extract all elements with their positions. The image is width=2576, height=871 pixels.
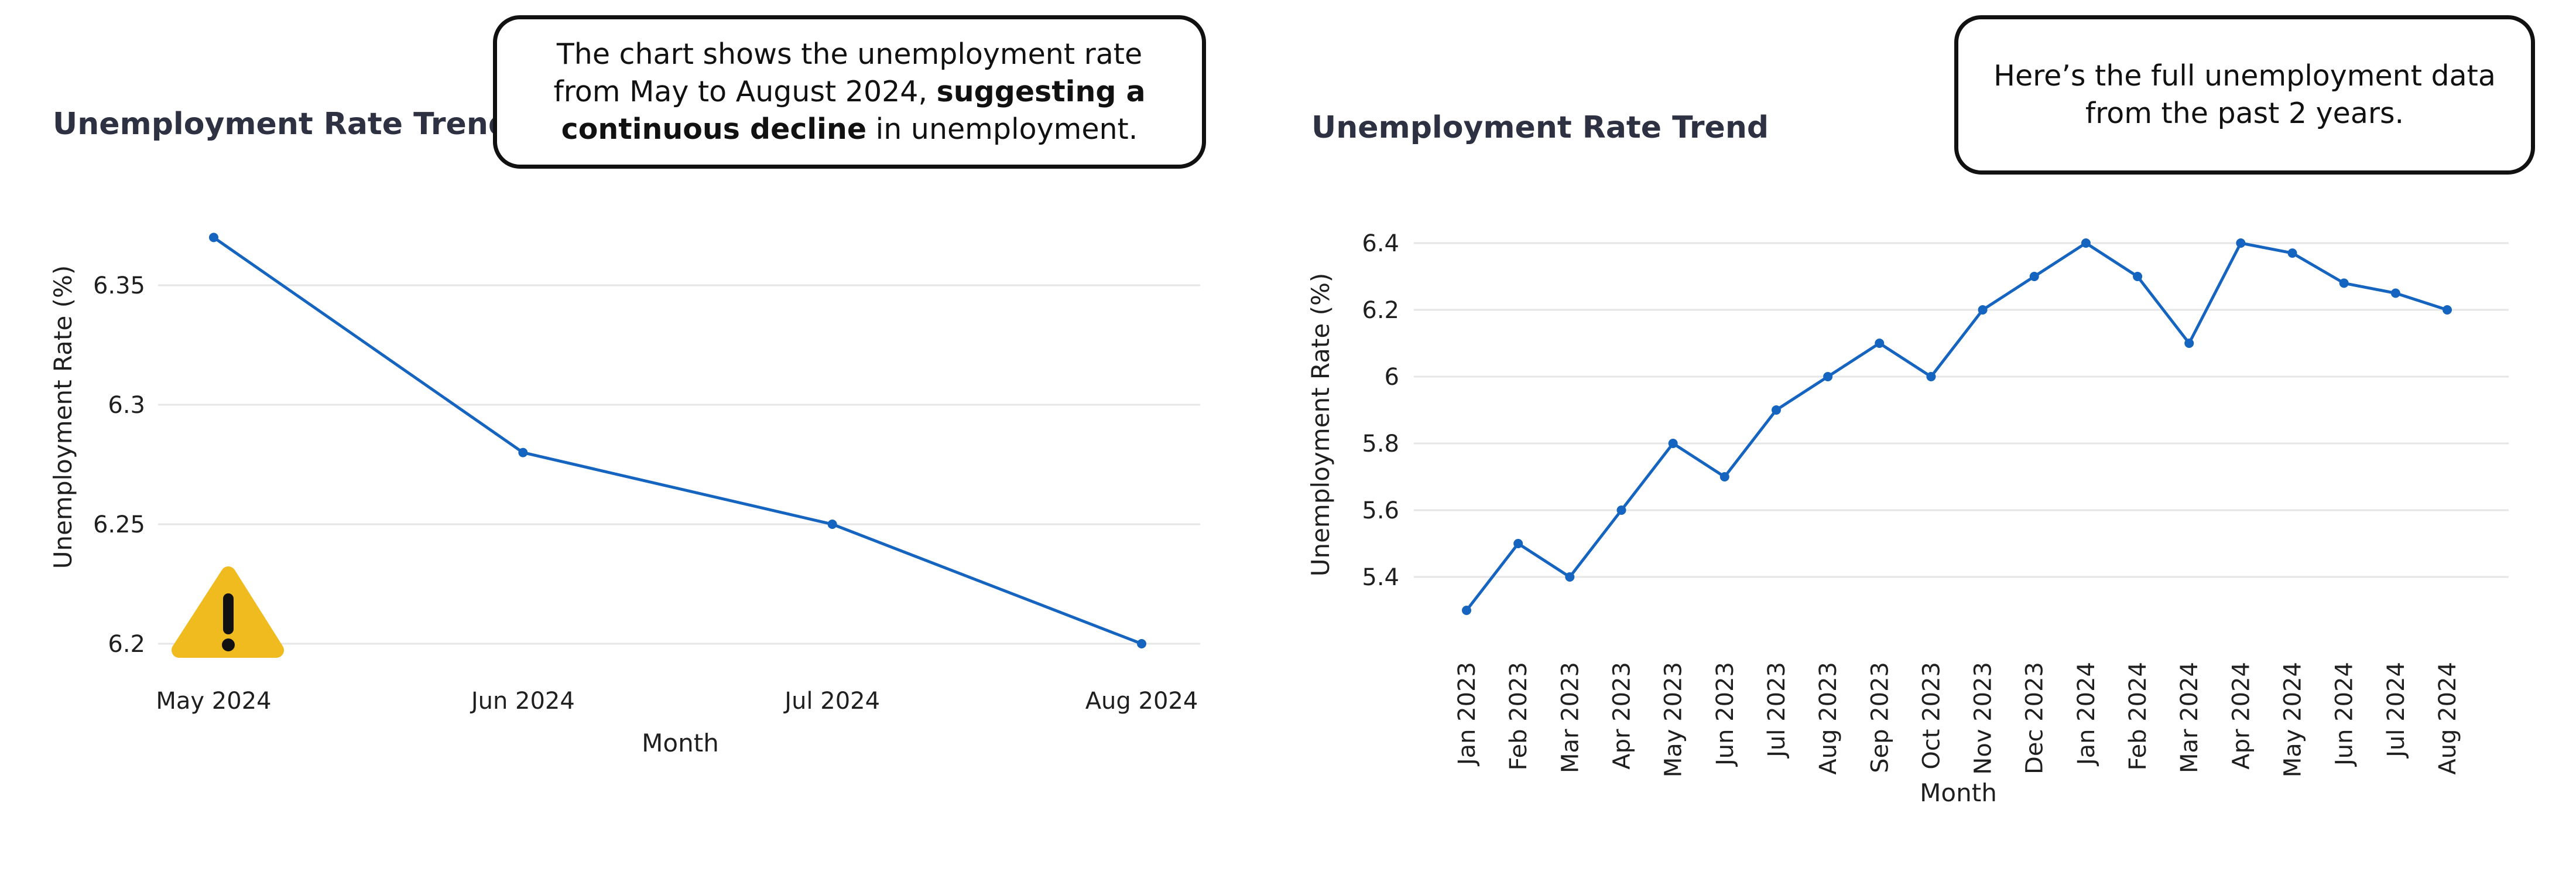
right-x-tick-label: Jun 2023	[1712, 662, 1739, 767]
right-x-tick-label: Jan 2024	[2073, 662, 2100, 767]
left-data-point	[518, 448, 528, 457]
left-callout-text: The chart shows the unemployment rate fr…	[553, 37, 1146, 146]
right-y-tick-label: 6.4	[1362, 230, 1399, 257]
right-data-point	[2443, 305, 2452, 315]
right-x-tick-label: Mar 2023	[1557, 662, 1584, 773]
right-data-point	[1926, 372, 1936, 381]
right-x-axis-label: Month	[1920, 778, 1997, 807]
left-x-tick-label: Jun 2024	[470, 688, 575, 715]
left-x-axis-label: Month	[642, 729, 719, 757]
left-x-tick-label: May 2024	[156, 688, 271, 715]
right-x-tick-label: Feb 2024	[2125, 662, 2152, 770]
right-data-point	[2287, 248, 2297, 258]
left-series-points	[209, 233, 1146, 648]
left-data-point	[827, 520, 837, 529]
left-y-axis-label: Unemployment Rate (%)	[49, 265, 77, 569]
right-x-tick-label: Feb 2023	[1505, 662, 1532, 770]
left-chart: Unemployment Rate Trend 6.2 6.25 6.3 6.35 M…	[49, 107, 1200, 757]
right-data-point	[1616, 505, 1626, 515]
left-y-axis-ticks: 6.2 6.25 6.3 6.35	[93, 272, 145, 658]
right-chart-title: Unemployment Rate Trend	[1311, 110, 1769, 145]
right-y-tick-label: 5.6	[1362, 497, 1399, 524]
right-y-axis-ticks: 5.4 5.6 5.8 6 6.2 6.4	[1362, 230, 1399, 591]
right-data-point	[2184, 339, 2194, 348]
left-y-tick-label: 6.2	[108, 631, 145, 658]
right-data-point	[1823, 372, 1833, 381]
right-x-tick-label: Nov 2023	[1970, 662, 1997, 775]
left-series-line	[213, 236, 1142, 645]
right-data-point	[2133, 272, 2143, 281]
right-gridlines	[1414, 242, 2509, 578]
right-data-point	[1771, 405, 1781, 415]
right-y-tick-label: 6.2	[1362, 297, 1399, 324]
right-x-tick-label: Jul 2023	[1763, 662, 1790, 759]
right-data-point	[1719, 472, 1729, 481]
right-y-axis-label: Unemployment Rate (%)	[1306, 273, 1335, 577]
right-y-tick-label: 5.8	[1362, 431, 1399, 457]
right-data-point	[1513, 539, 1523, 548]
right-x-tick-label: Oct 2023	[1918, 662, 1945, 770]
right-x-axis-ticks: Jan 2023 Feb 2023 Mar 2023 Apr 2023 May 2023…	[1454, 662, 2461, 777]
right-data-point	[2390, 288, 2400, 298]
right-x-tick-label: Jun 2024	[2331, 662, 2358, 767]
right-data-point	[1668, 439, 1678, 448]
right-data-point	[1875, 339, 1885, 348]
right-x-tick-label: May 2024	[2280, 662, 2307, 777]
right-data-point	[2081, 238, 2091, 248]
warning-icon	[172, 566, 284, 658]
right-data-point	[1978, 305, 1988, 315]
left-x-tick-label: Aug 2024	[1085, 688, 1198, 715]
left-x-tick-label: Jul 2024	[783, 688, 880, 715]
left-y-tick-label: 6.25	[93, 511, 145, 538]
right-y-tick-label: 6	[1385, 364, 1399, 391]
left-x-axis-ticks: May 2024 Jun 2024 Jul 2024 Aug 2024	[156, 688, 1198, 715]
right-data-point	[2236, 238, 2246, 248]
left-callout: The chart shows the unemployment rate fr…	[493, 15, 1206, 169]
right-x-tick-label: May 2023	[1660, 662, 1687, 777]
right-x-tick-label: Apr 2023	[1608, 662, 1635, 770]
right-data-point	[1565, 572, 1575, 582]
right-x-tick-label: Jan 2023	[1454, 662, 1481, 767]
right-x-tick-label: Aug 2023	[1815, 662, 1842, 775]
right-data-point	[2339, 278, 2349, 288]
right-callout: Here’s the full unemployment data from t…	[1954, 15, 2535, 175]
right-data-point	[2029, 272, 2039, 281]
left-y-tick-label: 6.35	[93, 272, 145, 299]
left-y-tick-label: 6.3	[108, 392, 145, 419]
left-data-point	[1137, 639, 1146, 648]
right-data-point	[1462, 606, 1471, 615]
right-series-points	[1462, 238, 2452, 615]
right-x-tick-label: Mar 2024	[2176, 662, 2203, 773]
right-x-tick-label: Jul 2024	[2383, 662, 2410, 759]
right-chart: Unemployment Rate Trend 5.4 5.6 5.8 6 6.2 6.4…	[1306, 110, 2509, 807]
left-chart-title: Unemployment Rate Trend	[53, 107, 510, 142]
right-x-tick-label: Apr 2024	[2228, 662, 2255, 770]
left-data-point	[209, 233, 218, 242]
right-y-tick-label: 5.4	[1362, 564, 1399, 591]
right-series-line	[1465, 241, 2448, 612]
right-x-tick-label: Sep 2023	[1866, 662, 1893, 773]
left-gridlines	[158, 284, 1200, 645]
right-x-tick-label: Aug 2024	[2434, 662, 2461, 775]
right-x-tick-label: Dec 2023	[2022, 662, 2049, 774]
right-callout-text: Here’s the full unemployment data from t…	[1993, 59, 2496, 130]
